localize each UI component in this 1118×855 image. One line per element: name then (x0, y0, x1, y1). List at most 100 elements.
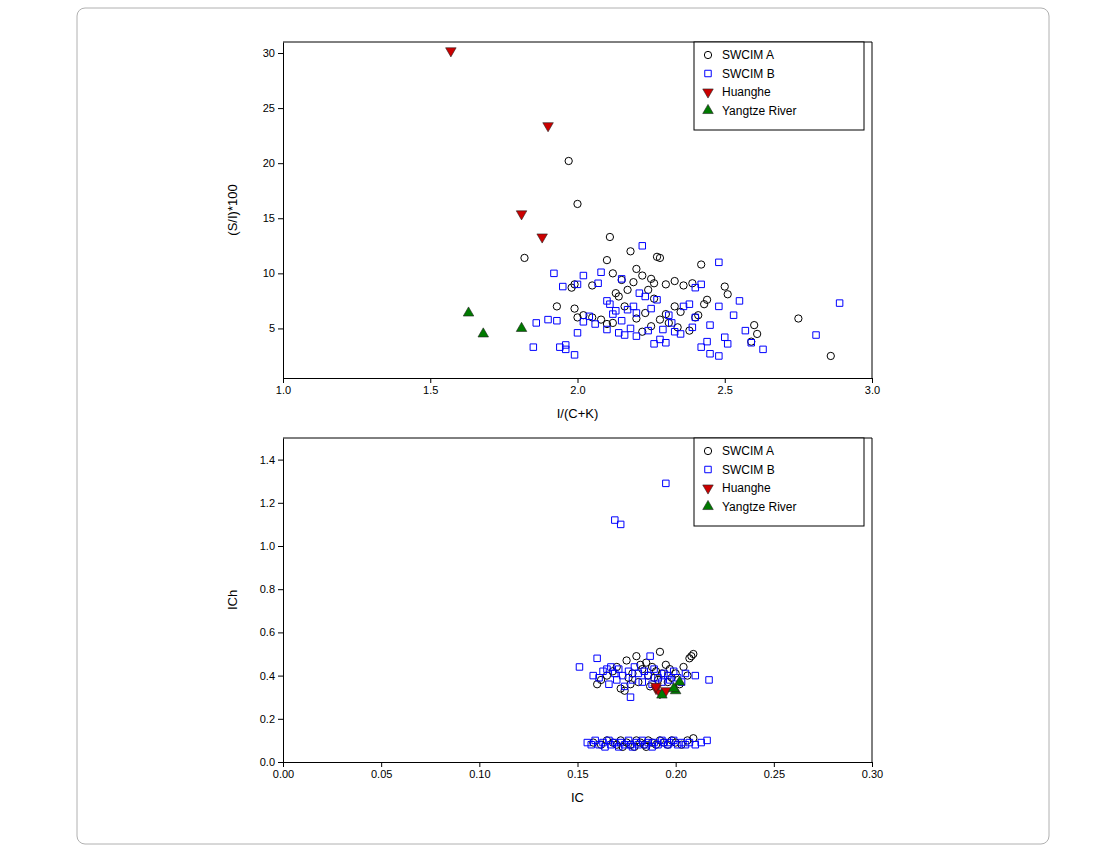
point (690, 650, 697, 657)
point (656, 648, 663, 655)
point (706, 677, 712, 683)
point (571, 305, 578, 312)
point (604, 326, 610, 332)
point (667, 739, 673, 745)
point (631, 664, 637, 670)
point (574, 330, 580, 336)
point (584, 739, 590, 745)
point (619, 743, 626, 750)
point (707, 322, 713, 328)
point (621, 683, 627, 689)
x-tick: 0.05 (371, 762, 392, 780)
point (684, 672, 691, 679)
x-tick-mark (725, 378, 726, 383)
y-tick: 1.4 (260, 454, 283, 466)
x-tick-mark (872, 378, 873, 383)
series (576, 480, 712, 750)
y-tick-mark (278, 163, 283, 164)
point (692, 314, 698, 320)
point (618, 276, 624, 282)
x-tick-mark (578, 378, 579, 383)
point (571, 352, 577, 358)
point (645, 672, 651, 678)
x-tick: 0.10 (469, 762, 490, 780)
point (661, 670, 667, 676)
point (586, 313, 592, 319)
y-axis: 51015202530 (263, 43, 284, 379)
series (463, 307, 527, 337)
point (627, 325, 633, 331)
series (590, 648, 697, 750)
x-tick: 2.0 (570, 378, 585, 396)
point (707, 351, 713, 357)
point (716, 353, 722, 359)
y-tick-mark (278, 503, 283, 504)
point (671, 328, 677, 334)
point (716, 259, 722, 265)
x-tick-mark (872, 762, 873, 767)
x-tick-label: 0.00 (273, 768, 294, 780)
y-tick-label: 10 (263, 267, 275, 279)
legend-label: SWCIM B (722, 463, 775, 477)
x-axis-title: I/(C+K) (557, 406, 599, 421)
point (662, 661, 669, 668)
point (562, 346, 568, 352)
point (753, 330, 760, 337)
y-tick: 30 (263, 47, 283, 59)
x-axis-title: IC (571, 790, 584, 805)
y-tick-label: 0.6 (260, 626, 275, 638)
point (633, 333, 639, 339)
x-tick-label: 0.25 (764, 768, 785, 780)
point (748, 338, 755, 345)
point (609, 270, 616, 277)
point (551, 270, 557, 276)
point (669, 320, 675, 326)
legend-label: Yangtze River (722, 104, 796, 118)
legend: SWCIM ASWCIM BHuangheYangtze River (694, 438, 864, 526)
point (682, 741, 688, 747)
x-tick-label: 0.10 (469, 768, 490, 780)
x-tick: 0.15 (567, 762, 588, 780)
x-tick-label: 0.15 (567, 768, 588, 780)
point (660, 326, 666, 332)
point (663, 480, 669, 486)
point (680, 663, 687, 670)
point (604, 666, 610, 672)
point (748, 340, 754, 346)
point (672, 670, 679, 677)
x-tick-mark (774, 762, 775, 767)
y-tick-mark (278, 108, 283, 109)
point (545, 316, 551, 322)
legend-marker (703, 485, 714, 494)
point (722, 334, 728, 340)
point (617, 739, 623, 745)
point (617, 521, 623, 527)
point (692, 284, 698, 290)
y-tick-mark (278, 273, 283, 274)
x-tick: 1.5 (423, 378, 438, 396)
legend-label: Huanghe (722, 85, 771, 99)
point (674, 741, 680, 747)
y-tick-label: 1.4 (260, 454, 275, 466)
y-tick-mark (278, 53, 283, 54)
point (686, 655, 693, 662)
x-tick-label: 0.30 (862, 768, 883, 780)
series (446, 48, 554, 243)
point (478, 328, 489, 337)
point (630, 279, 637, 286)
point (574, 281, 580, 287)
x-tick-label: 3.0 (865, 384, 880, 396)
chart: 1.01.52.02.53.051015202530I/(C+K)(S/I)*1… (225, 42, 880, 421)
y-axis: 0.00.20.40.60.81.01.21.4 (260, 439, 284, 769)
point (463, 307, 474, 316)
point (623, 657, 630, 664)
point (813, 332, 819, 338)
point (721, 283, 728, 290)
x-tick: 0.20 (665, 762, 686, 780)
y-tick: 15 (263, 212, 283, 224)
point (836, 300, 842, 306)
x-tick-mark (578, 762, 579, 767)
point (574, 200, 581, 207)
legend-marker (703, 500, 714, 509)
figure: 1.01.52.02.53.051015202530I/(C+K)(S/I)*1… (0, 0, 1118, 855)
